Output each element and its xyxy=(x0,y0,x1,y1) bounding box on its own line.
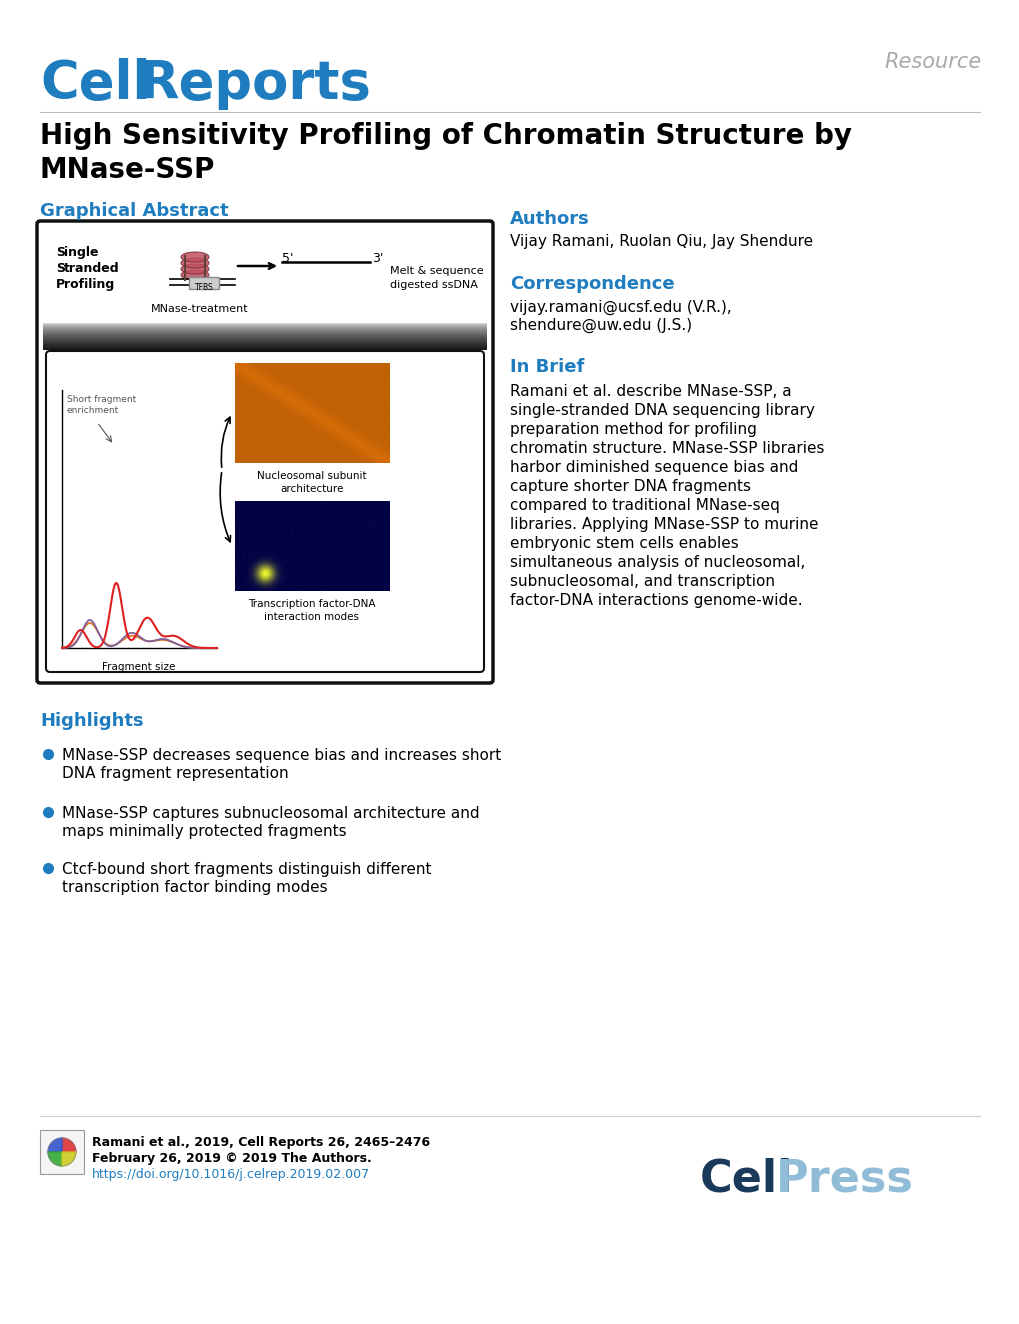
Text: harbor diminished sequence bias and: harbor diminished sequence bias and xyxy=(510,459,798,475)
Text: https://doi.org/10.1016/j.celrep.2019.02.007: https://doi.org/10.1016/j.celrep.2019.02… xyxy=(92,1168,370,1181)
Text: enrichment: enrichment xyxy=(67,406,119,414)
Text: architecture: architecture xyxy=(280,485,343,494)
Text: preparation method for profiling: preparation method for profiling xyxy=(510,422,756,437)
Text: Short fragment: Short fragment xyxy=(67,395,137,404)
Text: Authors: Authors xyxy=(510,211,589,228)
FancyBboxPatch shape xyxy=(189,277,219,289)
Text: Resource: Resource xyxy=(883,52,981,71)
Ellipse shape xyxy=(180,263,209,274)
Text: capture shorter DNA fragments: capture shorter DNA fragments xyxy=(510,479,750,494)
Text: libraries. Applying MNase-SSP to murine: libraries. Applying MNase-SSP to murine xyxy=(510,516,817,532)
Text: MNase-SSP: MNase-SSP xyxy=(40,156,215,184)
Text: shendure@uw.edu (J.S.): shendure@uw.edu (J.S.) xyxy=(510,318,692,334)
Text: interaction modes: interaction modes xyxy=(264,612,359,622)
Polygon shape xyxy=(62,1152,76,1166)
Ellipse shape xyxy=(180,252,209,262)
FancyBboxPatch shape xyxy=(46,351,484,673)
Text: Vijay Ramani, Ruolan Qiu, Jay Shendure: Vijay Ramani, Ruolan Qiu, Jay Shendure xyxy=(510,234,812,249)
Text: Reports: Reports xyxy=(138,58,371,110)
Text: Transcription factor-DNA: Transcription factor-DNA xyxy=(248,598,375,609)
Text: embryonic stem cells enables: embryonic stem cells enables xyxy=(510,536,738,551)
Text: P: P xyxy=(56,278,65,291)
Text: Fragment size: Fragment size xyxy=(102,662,175,673)
Text: Highlights: Highlights xyxy=(40,712,144,730)
Text: rofiling: rofiling xyxy=(64,278,114,291)
Polygon shape xyxy=(62,1139,76,1152)
Text: single-stranded DNA sequencing library: single-stranded DNA sequencing library xyxy=(510,402,814,418)
Text: S: S xyxy=(56,246,65,260)
Text: Cell: Cell xyxy=(699,1158,793,1201)
Text: Ramani et al., 2019, Cell Reports 26, 2465–2476: Ramani et al., 2019, Cell Reports 26, 24… xyxy=(92,1136,430,1149)
Text: Ramani et al. describe MNase-SSP, a: Ramani et al. describe MNase-SSP, a xyxy=(510,384,791,399)
Text: chromatin structure. MNase-SSP libraries: chromatin structure. MNase-SSP libraries xyxy=(510,441,823,455)
Ellipse shape xyxy=(180,258,209,267)
Text: 3': 3' xyxy=(372,252,383,265)
Text: MNase-SSP decreases sequence bias and increases short: MNase-SSP decreases sequence bias and in… xyxy=(62,748,500,763)
Text: ingle: ingle xyxy=(64,246,99,260)
Text: Cell: Cell xyxy=(40,58,151,110)
Polygon shape xyxy=(48,1139,62,1152)
Text: High Sensitivity Profiling of Chromatin Structure by: High Sensitivity Profiling of Chromatin … xyxy=(40,122,851,150)
Text: digested ssDNA: digested ssDNA xyxy=(389,279,478,290)
Text: Nucleosomal subunit: Nucleosomal subunit xyxy=(257,471,367,481)
Text: vijay.ramani@ucsf.edu (V.R.),: vijay.ramani@ucsf.edu (V.R.), xyxy=(510,301,731,315)
Text: MNase-treatment: MNase-treatment xyxy=(151,305,249,314)
Text: In Brief: In Brief xyxy=(510,357,584,376)
Text: tranded: tranded xyxy=(64,262,119,275)
Text: February 26, 2019 © 2019 The Authors.: February 26, 2019 © 2019 The Authors. xyxy=(92,1152,371,1165)
Text: subnucleosomal, and transcription: subnucleosomal, and transcription xyxy=(510,575,774,589)
Ellipse shape xyxy=(180,270,209,279)
Text: TFBS: TFBS xyxy=(195,283,213,293)
Text: simultaneous analysis of nucleosomal,: simultaneous analysis of nucleosomal, xyxy=(510,555,805,571)
Text: MNase-SSP captures subnucleosomal architecture and: MNase-SSP captures subnucleosomal archit… xyxy=(62,806,479,821)
Text: Graphical Abstract: Graphical Abstract xyxy=(40,203,228,220)
Text: Melt & sequence: Melt & sequence xyxy=(389,266,483,275)
Text: S: S xyxy=(56,262,65,275)
Text: compared to traditional MNase-seq: compared to traditional MNase-seq xyxy=(510,498,780,512)
Text: transcription factor binding modes: transcription factor binding modes xyxy=(62,880,327,895)
Text: DNA fragment representation: DNA fragment representation xyxy=(62,767,288,781)
Text: Correspondence: Correspondence xyxy=(510,275,674,293)
Text: factor-DNA interactions genome-wide.: factor-DNA interactions genome-wide. xyxy=(510,593,802,608)
Text: 5': 5' xyxy=(281,252,293,265)
Text: Ctcf-bound short fragments distinguish different: Ctcf-bound short fragments distinguish d… xyxy=(62,862,431,876)
FancyBboxPatch shape xyxy=(37,221,492,683)
Text: Press: Press xyxy=(775,1158,913,1201)
Text: maps minimally protected fragments: maps minimally protected fragments xyxy=(62,824,346,839)
Bar xyxy=(40,1129,84,1174)
Polygon shape xyxy=(48,1152,62,1166)
